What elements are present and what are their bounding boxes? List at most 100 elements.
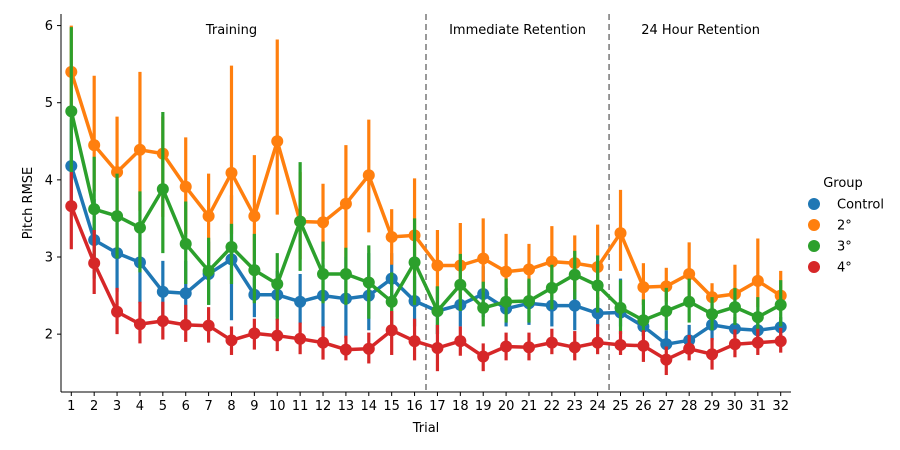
data-point [408,335,421,348]
x-tick-label: 1 [67,399,75,414]
data-point [225,166,238,179]
data-point [111,210,124,223]
axes: 1 2 3 4 5 6 7 8 9 10 11 12 13 14 15 16 17 18 19 20 21 22 23 24 2… [45,14,791,414]
x-tick-label: 4 [136,399,144,414]
x-tick-label: 5 [159,399,167,414]
phase-label: Training [205,23,257,38]
data-point [248,264,261,277]
data-point [614,227,627,240]
data-point [568,299,581,312]
legend-label: 4° [837,261,852,276]
data-point [591,279,604,292]
data-point [454,278,467,291]
data-point [339,343,352,356]
x-tick-label: 2 [90,399,98,414]
legend-label: 2° [837,219,852,234]
data-point [294,295,307,308]
phase-label: 24 Hour Retention [641,23,760,38]
y-tick-label: 6 [45,19,53,34]
x-tick-label: 25 [612,399,629,414]
data-point [522,294,535,307]
data-point [568,341,581,354]
legend-marker [808,240,820,252]
x-tick-label: 28 [681,399,698,414]
x-tick-label: 21 [521,399,538,414]
legend: Group Control 2° 3° 4° [808,176,884,276]
data-point [500,295,513,308]
data-point [614,301,627,314]
legend-marker [808,261,820,273]
x-tick-label: 11 [292,399,309,414]
x-tick-label: 20 [498,399,515,414]
x-tick-label: 6 [182,399,190,414]
data-point [179,318,192,331]
data-point [660,353,673,366]
x-tick-label: 22 [544,399,561,414]
x-tick-label: 7 [204,399,212,414]
data-point [637,339,650,352]
x-tick-label: 10 [269,399,286,414]
data-point [660,305,673,317]
x-tick-label: 18 [452,399,469,414]
x-tick-label: 12 [315,399,332,414]
data-point [133,143,146,156]
y-tick-label: 3 [45,251,53,266]
data-point [156,315,169,328]
data-point [683,267,696,280]
data-point [706,348,719,361]
data-point [362,342,375,355]
data-point [751,311,764,324]
phase-labels: Training Immediate Retention 24 Hour Reten… [205,23,760,38]
x-tick-label: 24 [589,399,606,414]
data-point [774,335,787,348]
data-point [385,324,398,337]
data-point [683,295,696,308]
data-point [294,332,307,345]
data-point [545,255,558,268]
data-point [362,276,375,289]
data-point [111,305,124,318]
data-point [637,281,650,294]
data-point [271,135,284,148]
legend-title: Group [823,176,863,191]
x-tick-label: 27 [658,399,675,414]
x-tick-label: 32 [772,399,789,414]
phase-label: Immediate Retention [449,23,586,38]
data-point [660,280,673,293]
x-tick-label: 23 [566,399,583,414]
data-point [88,257,101,270]
data-point [774,321,787,334]
series-2 [65,27,787,336]
data-point [133,221,146,234]
data-point [545,336,558,349]
data-point [706,308,719,321]
data-point [477,301,490,314]
data-point [591,307,604,320]
x-tick-label: 19 [475,399,492,414]
data-point [728,301,741,314]
data-point [500,265,513,278]
data-point [317,267,330,280]
data-point [660,338,673,351]
data-point [431,342,444,355]
x-tick-label: 17 [429,399,446,414]
data-point [362,169,375,182]
data-point [454,335,467,348]
data-point [728,338,741,351]
data-point [431,259,444,272]
series-layer [65,25,787,376]
data-point [248,327,261,340]
data-point [88,139,101,152]
data-point [522,341,535,354]
x-tick-label: 16 [406,399,423,414]
y-tick-label: 5 [45,96,53,111]
x-axis-label: Trial [412,421,440,436]
data-point [339,197,352,210]
data-point [202,264,215,277]
data-point [111,166,124,179]
x-tick-label: 9 [250,399,258,414]
data-point [65,105,78,118]
y-tick-label: 2 [45,328,53,343]
data-point [202,210,215,223]
